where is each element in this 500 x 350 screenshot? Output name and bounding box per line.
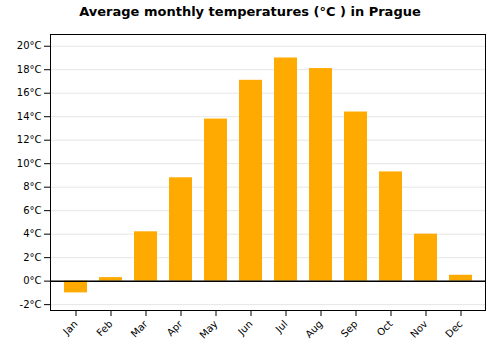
svg-text:Jan: Jan [60, 318, 79, 337]
svg-text:Sep: Sep [339, 318, 360, 339]
svg-text:Apr: Apr [165, 318, 186, 339]
svg-text:14°C: 14°C [17, 111, 42, 122]
svg-text:16°C: 16°C [17, 87, 42, 98]
svg-text:20°C: 20°C [17, 40, 42, 51]
svg-text:Nov: Nov [408, 318, 430, 340]
svg-text:12°C: 12°C [17, 134, 42, 145]
html-text:Average monthly temperatures (: Average monthly temperatures (°C ) in Pr… [79, 4, 421, 19]
svg-text:2°C: 2°C [23, 252, 41, 263]
svg-text:0°C: 0°C [23, 275, 41, 286]
svg-text:Jul: Jul [273, 318, 290, 335]
svg-text:Jun: Jun [235, 318, 255, 338]
svg-text:6°C: 6°C [23, 205, 41, 216]
svg-text:10°C: 10°C [17, 158, 42, 169]
svg-text:May: May [197, 318, 219, 340]
svg-text:Feb: Feb [94, 318, 114, 338]
svg-text:Aug: Aug [303, 318, 325, 340]
svg-text:18°C: 18°C [17, 64, 42, 75]
svg-text:Dec: Dec [443, 318, 464, 339]
svg-text:Mar: Mar [129, 318, 151, 340]
svg-text:Oct: Oct [375, 318, 395, 338]
svg-text:8°C: 8°C [23, 181, 41, 192]
svg-text:4°C: 4°C [23, 228, 41, 239]
svg-text:-2°C: -2°C [20, 299, 42, 310]
